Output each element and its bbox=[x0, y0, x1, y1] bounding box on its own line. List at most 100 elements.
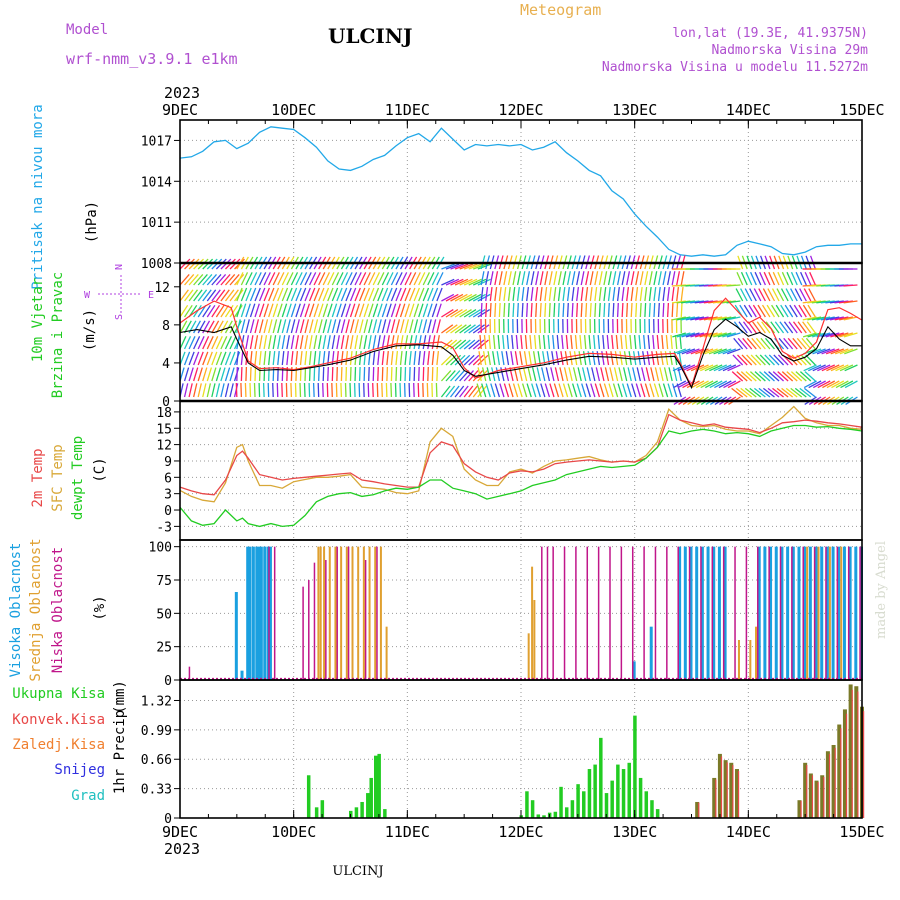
wind-barb bbox=[681, 364, 696, 372]
cloud-low-bar bbox=[336, 546, 338, 680]
wind-barb bbox=[263, 272, 271, 286]
precip-legend-item: Ukupna Kisa bbox=[12, 686, 105, 702]
wind-barb bbox=[244, 382, 247, 398]
wind-barb bbox=[236, 319, 241, 334]
wind-barb bbox=[672, 364, 687, 372]
cloud-mid-bar bbox=[749, 640, 752, 680]
wind-barb bbox=[776, 288, 785, 302]
wind-barb bbox=[377, 351, 380, 366]
top-date-label: 12DEC bbox=[498, 101, 543, 119]
wind-barb bbox=[603, 383, 610, 398]
wind-barb bbox=[822, 380, 836, 389]
wind-barb bbox=[602, 335, 605, 350]
wind-barb bbox=[839, 316, 854, 321]
wind-barb bbox=[272, 287, 280, 302]
wind-barb bbox=[184, 273, 195, 286]
wind-barb bbox=[585, 287, 589, 302]
wind-barb bbox=[404, 303, 411, 318]
wind-barb bbox=[179, 304, 189, 318]
precip-conv-bar bbox=[797, 800, 802, 818]
cloud-mid-bar bbox=[319, 546, 322, 680]
wind-barb bbox=[661, 335, 664, 350]
wind-barb bbox=[843, 284, 858, 287]
wind-barb bbox=[277, 319, 282, 334]
wind-barb bbox=[556, 335, 560, 350]
wind-barb bbox=[802, 332, 817, 338]
wind-barb bbox=[599, 383, 605, 398]
wind-barb bbox=[390, 382, 393, 398]
wind-barb bbox=[408, 335, 413, 350]
wind-barb bbox=[621, 302, 624, 318]
precip-total-bar bbox=[576, 784, 580, 818]
wind-barb bbox=[497, 335, 501, 350]
wind-barb bbox=[681, 348, 696, 355]
wind-barb bbox=[368, 351, 371, 366]
temp-ytick-label: 18 bbox=[156, 406, 172, 421]
precip-conv-edge bbox=[817, 782, 819, 818]
cloud-low-bar bbox=[677, 546, 679, 680]
pressure-ytick-label: 1014 bbox=[141, 175, 172, 190]
wind-barb bbox=[589, 271, 594, 286]
wind-barb bbox=[349, 287, 357, 302]
wind-barb bbox=[318, 272, 326, 286]
wind-barb bbox=[803, 364, 817, 372]
wind-barb bbox=[215, 289, 226, 302]
wind-barb bbox=[786, 271, 794, 286]
wind-barb bbox=[404, 351, 408, 366]
wind-barb bbox=[459, 324, 472, 334]
wind-barb bbox=[358, 366, 361, 382]
wind-barb bbox=[313, 319, 319, 334]
wind-barb bbox=[511, 335, 514, 350]
wind-barb bbox=[358, 319, 364, 334]
wind-barb bbox=[345, 287, 352, 302]
wind-barb bbox=[427, 272, 435, 286]
wind-barb bbox=[594, 302, 597, 318]
wind-barb bbox=[322, 351, 326, 366]
wind-barb bbox=[336, 335, 340, 350]
wind-barb bbox=[492, 335, 496, 350]
wind-barb bbox=[802, 304, 812, 318]
wind-barb bbox=[544, 383, 551, 398]
cloud-mid-bar bbox=[374, 546, 377, 680]
precip-total-bar bbox=[314, 807, 319, 818]
precip-total-bar bbox=[587, 769, 592, 818]
precip-conv-bar bbox=[814, 780, 819, 818]
cloud-low-bar bbox=[757, 546, 759, 680]
wind-barb bbox=[718, 380, 732, 389]
cloud-high-bar bbox=[769, 546, 773, 680]
wind-barb bbox=[668, 367, 673, 382]
cloud-mid-bar bbox=[531, 566, 534, 680]
cloud-ytick-label: 100 bbox=[149, 541, 172, 556]
wind-barb bbox=[776, 387, 789, 398]
wind-barb bbox=[700, 364, 714, 372]
precip-conv-edge bbox=[800, 800, 802, 818]
cloud-low-bar bbox=[597, 546, 600, 680]
wind-barb bbox=[773, 354, 785, 366]
wind-barb bbox=[193, 351, 200, 366]
precip-legend-item: Konvek.Kisa bbox=[12, 712, 105, 728]
cloud-low-bar bbox=[308, 580, 310, 680]
wind-barb bbox=[516, 302, 519, 318]
wind-barb bbox=[202, 336, 210, 350]
wind-barb bbox=[494, 383, 501, 398]
wind-barb bbox=[381, 319, 387, 334]
wind-barb bbox=[606, 335, 610, 350]
wind-barb bbox=[431, 287, 439, 302]
wind-barb bbox=[800, 354, 812, 366]
wind-barb bbox=[540, 383, 546, 398]
wind-barb bbox=[586, 367, 591, 382]
wind-barb bbox=[737, 337, 748, 350]
wind-barb bbox=[249, 319, 255, 334]
wind-barb bbox=[613, 367, 619, 382]
wind-barb bbox=[667, 383, 673, 398]
wind-ytick-label: 8 bbox=[162, 319, 170, 334]
precip-total-bar bbox=[306, 775, 311, 818]
wind-barb bbox=[640, 383, 646, 398]
cloud-low-bar bbox=[836, 546, 839, 680]
wind-barb bbox=[510, 351, 514, 366]
wind-barb bbox=[781, 371, 794, 382]
temp-dewpt-line bbox=[179, 424, 863, 528]
wind-barb bbox=[744, 288, 753, 302]
wind-barb bbox=[409, 287, 416, 302]
wind-barb bbox=[468, 339, 480, 350]
